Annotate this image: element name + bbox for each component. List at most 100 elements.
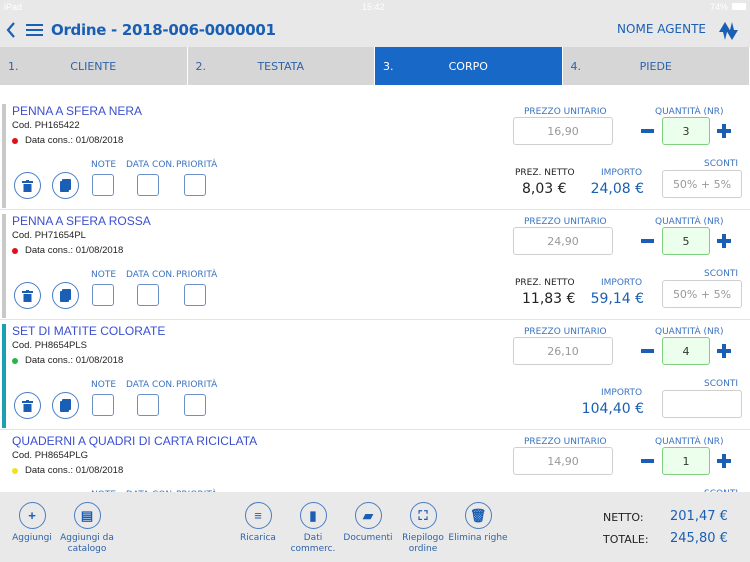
page-title: Ordine - 2018-006-0000001 (51, 21, 276, 39)
catalog-icon: ▤ (73, 502, 101, 529)
back-icon[interactable] (6, 22, 16, 38)
importo-value: 24,08 € (590, 181, 644, 197)
netto-label: NETTO: (603, 511, 644, 524)
quantita-label: QUANTITÀ (NR) (655, 107, 724, 117)
menu-icon[interactable] (26, 24, 43, 37)
step-tabs: 1. CLIENTE 2. TESTATA 3. CORPO 4. PIEDE (0, 47, 750, 85)
order-line[interactable]: PENNA A SFERA NERA Cod. PH165422 Data co… (0, 100, 750, 210)
trash-icon (22, 289, 33, 302)
tab-number: 3. (383, 60, 394, 73)
sconti-input[interactable]: 50% + 5% (662, 280, 742, 308)
expand-icon: ⛶ (409, 502, 437, 529)
footer-button-label: Elimina righe (448, 533, 508, 543)
note-label: NOTE (91, 270, 117, 280)
footer-button-list[interactable]: ≡ Ricarica (228, 502, 288, 544)
sconti-label: SCONTI (704, 269, 738, 279)
priorita-checkbox[interactable] (184, 284, 206, 306)
device-label: iPad (4, 2, 23, 12)
product-name[interactable]: PENNA A SFERA ROSSA (12, 214, 151, 228)
note-checkbox[interactable] (92, 284, 114, 306)
note-checkbox[interactable] (92, 174, 114, 196)
status-bar-accent (2, 324, 6, 428)
delivery-date: Data cons.: 01/08/2018 (25, 355, 124, 366)
copy-icon (60, 289, 71, 302)
delete-line-button[interactable] (14, 392, 41, 419)
tab-label: PIEDE (639, 60, 672, 73)
list-icon: ≡ (244, 502, 272, 529)
battery-icon (732, 3, 746, 10)
prezzo-unitario-label: PREZZO UNITARIO (524, 217, 607, 227)
battery-level: 74% (709, 2, 728, 12)
quantity-input[interactable]: 1 (662, 447, 710, 475)
app-header: Ordine - 2018-006-0000001 NOME AGENTE (0, 14, 750, 47)
delete-line-button[interactable] (14, 282, 41, 309)
increase-quantity-button[interactable] (717, 234, 731, 248)
increase-quantity-button[interactable] (717, 124, 731, 138)
copy-icon (60, 399, 71, 412)
prez-netto-label: PREZ. NETTO (515, 168, 575, 178)
tab-label: CLIENTE (70, 60, 117, 73)
footer-button-catalog[interactable]: ▤ Aggiungi da catalogo (57, 502, 117, 555)
prezzo-unitario-input[interactable]: 14,90 (513, 447, 613, 475)
data-con-checkbox[interactable] (137, 394, 159, 416)
quantita-label: QUANTITÀ (NR) (655, 437, 724, 447)
copy-line-button[interactable] (52, 282, 79, 309)
sync-icon[interactable] (716, 20, 740, 42)
copy-line-button[interactable] (52, 172, 79, 199)
delivery-date: Data cons.: 01/08/2018 (25, 245, 124, 256)
increase-quantity-button[interactable] (717, 454, 731, 468)
status-dot (12, 358, 18, 364)
tab-piede[interactable]: 4. PIEDE (562, 47, 750, 85)
increase-quantity-button[interactable] (717, 344, 731, 358)
sconti-input[interactable] (662, 390, 742, 418)
prezzo-unitario-label: PREZZO UNITARIO (524, 327, 607, 337)
quantity-input[interactable]: 3 (662, 117, 710, 145)
copy-line-button[interactable] (52, 392, 79, 419)
prezzo-unitario-input[interactable]: 16,90 (513, 117, 613, 145)
prezzo-unitario-input[interactable]: 26,10 (513, 337, 613, 365)
tab-cliente[interactable]: 1. CLIENTE (0, 47, 188, 85)
order-line[interactable]: PENNA A SFERA ROSSA Cod. PH71654PL Data … (0, 210, 750, 320)
footer-button-trash[interactable]: 🗑 Elimina righe (448, 502, 508, 544)
decrease-quantity-button[interactable] (641, 129, 654, 133)
product-code: Cod. PH165422 (12, 120, 80, 131)
priorita-checkbox[interactable] (184, 174, 206, 196)
tab-number: 4. (570, 60, 582, 73)
product-name[interactable]: SET DI MATITE COLORATE (12, 324, 166, 338)
footer-button-expand[interactable]: ⛶ Riepilogo ordine (393, 502, 453, 555)
quantity-input[interactable]: 5 (662, 227, 710, 255)
product-name[interactable]: QUADERNI A QUADRI DI CARTA RICICLATA (12, 434, 258, 448)
data-con-checkbox[interactable] (137, 284, 159, 306)
sconti-input[interactable]: 50% + 5% (662, 170, 742, 198)
totale-value: 245,80 € (670, 531, 728, 546)
totale-label: TOTALE: (603, 533, 649, 546)
decrease-quantity-button[interactable] (641, 349, 654, 353)
order-line[interactable]: SET DI MATITE COLORATE Cod. PH8654PLS Da… (0, 320, 750, 430)
footer-button-label: Riepilogo ordine (402, 533, 444, 554)
tab-testata[interactable]: 2. TESTATA (187, 47, 375, 85)
decrease-quantity-button[interactable] (641, 459, 654, 463)
prezzo-unitario-input[interactable]: 24,90 (513, 227, 613, 255)
footer-button-document[interactable]: ▰ Documenti (338, 502, 398, 544)
footer-button-book[interactable]: ▮ Dati commerc. (283, 502, 343, 555)
decrease-quantity-button[interactable] (641, 239, 654, 243)
note-checkbox[interactable] (92, 394, 114, 416)
footer-button-plus[interactable]: + Aggiungi (2, 502, 62, 544)
product-code: Cod. PH8654PLG (12, 450, 89, 461)
copy-icon (60, 179, 71, 192)
priorita-label: PRIORITÀ (176, 160, 218, 170)
tab-corpo[interactable]: 3. CORPO (375, 47, 563, 85)
prez-netto-label: PREZ. NETTO (515, 278, 575, 288)
prezzo-unitario-label: PREZZO UNITARIO (524, 107, 607, 117)
footer-button-label: Aggiungi da catalogo (60, 533, 114, 554)
priorita-checkbox[interactable] (184, 394, 206, 416)
importo-value: 104,40 € (581, 401, 644, 417)
trash-icon (22, 179, 33, 192)
agent-name[interactable]: NOME AGENTE (617, 22, 706, 36)
footer-button-label: Dati commerc. (290, 533, 336, 554)
status-bar-accent (2, 214, 6, 318)
product-name[interactable]: PENNA A SFERA NERA (12, 104, 143, 118)
data-con-checkbox[interactable] (137, 174, 159, 196)
delete-line-button[interactable] (14, 172, 41, 199)
quantity-input[interactable]: 4 (662, 337, 710, 365)
